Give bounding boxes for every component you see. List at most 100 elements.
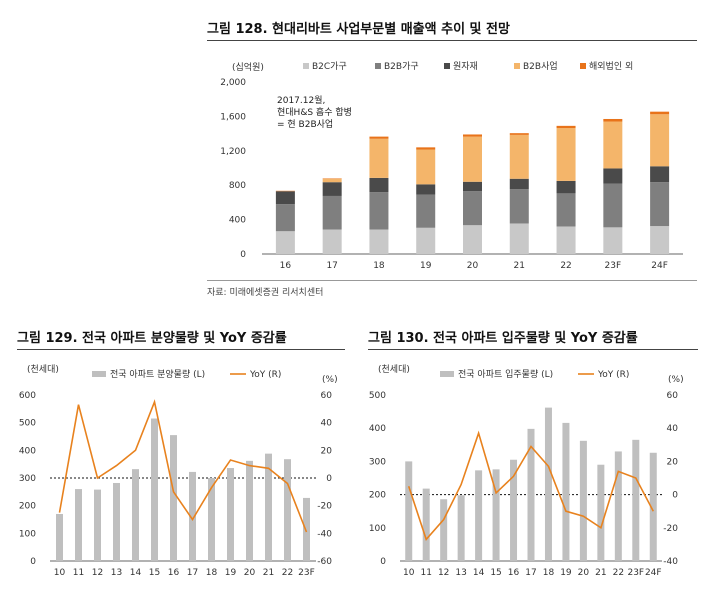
chart1-legend-label: B2C가구 — [312, 61, 347, 72]
chart2-bar-14 — [132, 469, 139, 561]
chart2-y-tick-label: 300 — [19, 474, 36, 484]
chart1-bar-B2C가구-17 — [322, 229, 342, 254]
chart1-bar-원자재-18 — [369, 177, 389, 193]
chart1-bar-B2B가구-18 — [369, 192, 389, 230]
chart3-y2-tick-label: -40 — [663, 557, 678, 567]
chart1-y-tick-label: 400 — [229, 216, 246, 226]
chart3-x-tick-label: 20 — [578, 568, 590, 578]
chart3-y2-tick-label: 20 — [667, 457, 679, 467]
chart2-y-axis-label: (천세대) — [27, 364, 59, 375]
chart3-bar-23F — [632, 439, 640, 561]
chart2-y2-tick-label: 0 — [326, 474, 332, 484]
chart3-x-tick-label: 21 — [595, 568, 606, 578]
chart3-y2-tick-label: 40 — [667, 424, 679, 434]
chart1-x-tick-label: 19 — [420, 261, 432, 271]
chart2-y2-tick-label: 60 — [321, 391, 333, 401]
chart1-bar-B2C가구-19 — [416, 227, 436, 254]
chart3-bar-18 — [544, 407, 552, 561]
chart1-bar-해외법인 외-20 — [463, 134, 482, 137]
chart2-bar-21 — [265, 453, 272, 561]
chart1-legend-swatch-B2C가구 — [303, 63, 309, 69]
chart3-x-tick-label: 15 — [490, 568, 501, 578]
chart3-bar-12 — [440, 499, 448, 561]
chart1-y-tick-label: 2,000 — [220, 78, 246, 88]
chart1-legend-swatch-해외법인 외 — [580, 63, 586, 69]
chart1-y-axis-label: (십억원) — [232, 61, 264, 73]
chart2-y2-axis-label: (%) — [322, 375, 338, 385]
chart3-y-axis-label: (천세대) — [378, 364, 410, 375]
chart2-y2-tick-label: -40 — [317, 529, 332, 539]
chart2-x-tick-label: 22 — [282, 568, 293, 578]
chart3-bar-19 — [562, 422, 570, 561]
chart3-bar-14 — [475, 470, 483, 561]
chart1-bar-B2B가구-19 — [416, 194, 436, 228]
chart1-bar-B2C가구-23F — [603, 227, 623, 254]
chart2-x-tick-label: 10 — [54, 568, 66, 578]
chart1-x-tick-label: 18 — [373, 261, 385, 271]
chart2-x-tick-label: 20 — [244, 568, 256, 578]
chart3-x-tick-label: 11 — [420, 568, 431, 578]
chart2-bar-12 — [94, 489, 101, 561]
chart2-bar-11 — [75, 489, 82, 561]
chart1-x-tick-label: 21 — [514, 261, 525, 271]
chart2-x-tick-label: 23F — [298, 568, 315, 578]
chart1-bar-B2B가구-24F — [650, 182, 670, 227]
chart3-bar-21 — [597, 464, 605, 561]
chart3-y-tick-label: 300 — [369, 457, 386, 467]
chart3-bar-22 — [614, 451, 622, 561]
chart3-bar-16 — [510, 459, 518, 561]
chart1-bar-B2C가구-22 — [556, 226, 576, 254]
chart2-x-tick-label: 15 — [149, 568, 160, 578]
chart2-y-tick-label: 200 — [19, 502, 36, 512]
chart1-legend-label: B2B가구 — [384, 61, 419, 72]
chart1-bar-B2B가구-17 — [322, 195, 342, 230]
chart3-bar-24F — [649, 452, 657, 561]
chart1-bar-B2C가구-21 — [509, 223, 529, 254]
chart3-y-tick-label: 200 — [369, 491, 386, 501]
figure-128-rule — [207, 40, 697, 41]
chart2-y-tick-label: 100 — [19, 529, 36, 539]
chart1-x-tick-label: 23F — [605, 261, 622, 271]
chart1-bar-B2B사업-21 — [509, 134, 529, 179]
chart1-bar-원자재-17 — [322, 182, 342, 196]
chart2-bar-18 — [208, 478, 215, 561]
chart2-x-tick-label: 18 — [206, 568, 218, 578]
chart2-y-tick-label: 400 — [19, 446, 36, 456]
chart1-bar-B2B사업-19 — [416, 149, 436, 185]
chart1-x-tick-label: 22 — [560, 261, 571, 271]
chart3-x-tick-label: 17 — [525, 568, 536, 578]
chart3-x-tick-label: 18 — [543, 568, 555, 578]
chart3-x-tick-label: 12 — [438, 568, 449, 578]
chart2-y2-tick-label: 40 — [321, 419, 333, 429]
chart3-x-tick-label: 13 — [455, 568, 466, 578]
chart3-y2-tick-label: 0 — [672, 491, 678, 501]
chart2-legend-label-bars: 전국 아파트 분양물량 (L) — [110, 368, 205, 380]
chart2-x-tick-label: 19 — [225, 568, 237, 578]
chart1-bar-해외법인 외-18 — [369, 136, 389, 139]
chart3-legend-swatch-bars — [440, 371, 454, 377]
chart2-bar-16 — [170, 435, 177, 561]
figure-128-source: 자료: 미래에셋증권 리서치센터 — [207, 288, 324, 298]
chart1-bar-B2B사업-18 — [369, 138, 389, 178]
chart2-bar-10 — [56, 513, 63, 561]
chart1-bar-B2B가구-20 — [463, 191, 482, 226]
chart1-bar-해외법인 외-21 — [509, 133, 529, 135]
chart1-bar-B2C가구-18 — [369, 229, 389, 254]
chart1-y-tick-label: 1,600 — [220, 112, 246, 122]
chart1-bar-원자재-23F — [603, 168, 623, 184]
chart2-y2-tick-label: -60 — [317, 557, 332, 567]
figure-130-rule — [368, 349, 698, 350]
chart2-bar-19 — [227, 468, 234, 561]
chart3-bar-10 — [405, 461, 413, 561]
chart2-y2-tick-label: -20 — [317, 502, 332, 512]
chart2-legend-label-line: YoY (R) — [249, 370, 281, 380]
chart2-yoy-line — [58, 399, 308, 533]
chart1-bar-원자재-19 — [416, 184, 436, 195]
chart3-bar-13 — [457, 495, 465, 561]
chart1-x-tick-label: 24F — [651, 261, 668, 271]
chart3-bar-15 — [492, 469, 500, 561]
chart3-bar-20 — [579, 440, 587, 561]
chart2-x-tick-label: 16 — [168, 568, 180, 578]
chart2-x-tick-label: 21 — [263, 568, 274, 578]
